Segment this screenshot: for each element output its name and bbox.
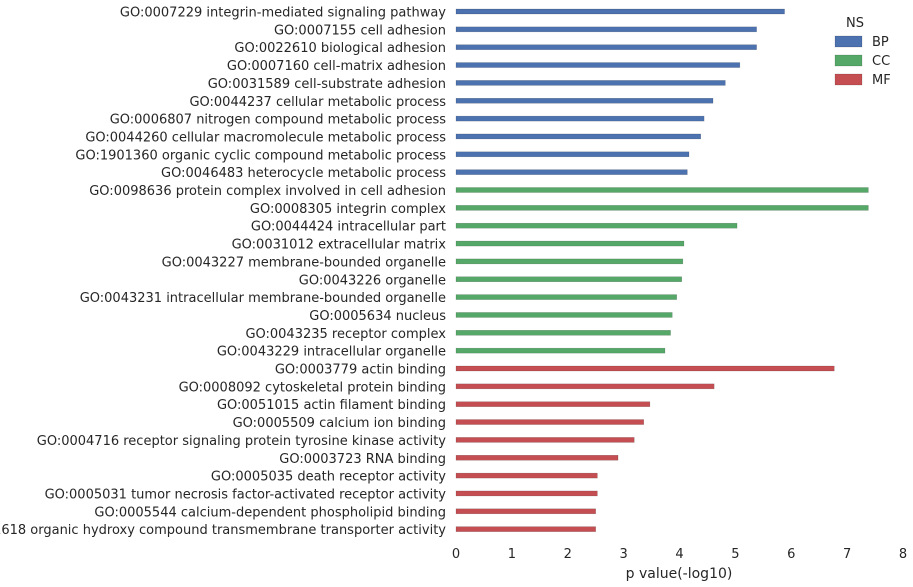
category-label: GO:0005634 nucleus [309,309,446,324]
category-label: GO:0007160 cell-matrix adhesion [227,59,446,74]
bar [455,133,701,140]
legend-label: CC [872,54,890,69]
x-tick-label: 5 [731,547,739,562]
category-label: GO:0005509 calcium ion binding [233,416,446,431]
category-label: GO:0003779 actin binding [275,363,446,378]
x-tick-labels-group: 0 1 2 3 4 5 6 7 8 [452,547,907,562]
category-label: GO:0022610 biological adhesion [234,41,446,56]
category-label: GO:0031589 cell-substrate adhesion [208,77,446,92]
category-label: GO:0043229 intracellular organelle [217,345,446,360]
x-tick-label: 1 [508,547,516,562]
bar [455,526,596,532]
category-label: GO:0005544 calcium-dependent phospholipi… [94,505,446,520]
bar [455,169,688,175]
category-label: GO:0043235 receptor complex [245,327,446,342]
x-tick-label: 4 [675,547,683,562]
category-label: GO:0003723 RNA binding [279,452,446,467]
bar [455,151,690,158]
bar [455,222,738,229]
x-axis-label: p value(-log10) [626,566,733,582]
bar [455,8,785,15]
bar [455,508,596,515]
x-tick-label: 2 [564,547,572,562]
bar [455,26,757,33]
category-label: GO:0005031 tumor necrosis factor-activat… [45,487,447,502]
bar [455,98,714,104]
bar [455,258,684,265]
bar [455,437,635,443]
category-label: GO:1901618 organic hydroxy compound tran… [0,523,446,538]
bar [455,115,705,122]
bar [455,187,869,193]
bar [455,62,741,68]
legend-label: BP [872,35,889,50]
bar [455,365,835,372]
bar [455,401,651,407]
category-label: GO:0044260 cellular macromolecule metabo… [85,130,446,145]
legend-entries: BP CC MF [834,35,891,88]
bar [455,419,644,425]
legend-swatch [834,54,863,67]
category-labels-group: GO:0007229 integrin-mediated signaling p… [0,6,446,539]
legend-title: NS [846,16,864,31]
category-label: GO:1901360 organic cyclic compound metab… [75,148,446,163]
x-tick-label: 7 [843,547,851,562]
bar [455,80,726,86]
x-tick-label: 0 [452,547,460,562]
category-label: GO:0008305 integrin complex [250,202,446,217]
bar [455,472,598,479]
category-label: GO:0051015 actin filament binding [217,398,446,413]
legend-swatch [834,73,863,86]
category-label: GO:0044237 cellular metabolic process [189,95,446,110]
category-label: GO:0098636 protein complex involved in c… [89,184,446,199]
category-label: GO:0008092 cytoskeletal protein binding [179,380,446,395]
category-label: GO:0043231 intracellular membrane-bounde… [80,291,446,306]
category-label: GO:0043227 membrane-bounded organelle [162,255,446,270]
category-label: GO:0044424 intracellular part [251,220,446,235]
bar [455,490,598,497]
bar [455,330,671,336]
legend: NS BP CC MF [834,16,891,88]
category-label: GO:0031012 extracellular matrix [232,238,447,253]
bar [455,240,685,247]
x-tick-label: 3 [619,547,627,562]
bar [455,205,869,211]
x-tick-label: 8 [899,547,907,562]
bar [455,347,666,354]
legend-label: MF [872,73,891,88]
category-label: GO:0007155 cell adhesion [274,23,446,38]
bar [455,312,673,318]
category-label: GO:0005035 death receptor activity [211,470,446,485]
category-label: GO:0004716 receptor signaling protein ty… [37,434,447,449]
bar [455,276,682,282]
category-label: GO:0007229 integrin-mediated signaling p… [120,6,446,21]
bar [455,294,677,300]
bars-group [455,8,869,532]
x-tick-label: 6 [787,547,795,562]
bar [455,383,715,390]
legend-swatch [834,35,863,48]
category-label: GO:0043226 organelle [299,273,446,288]
category-label: GO:0046483 heterocycle metabolic process [161,166,446,181]
bar [455,455,619,461]
bar [455,44,757,50]
category-label: GO:0006807 nitrogen compound metabolic p… [110,113,447,128]
